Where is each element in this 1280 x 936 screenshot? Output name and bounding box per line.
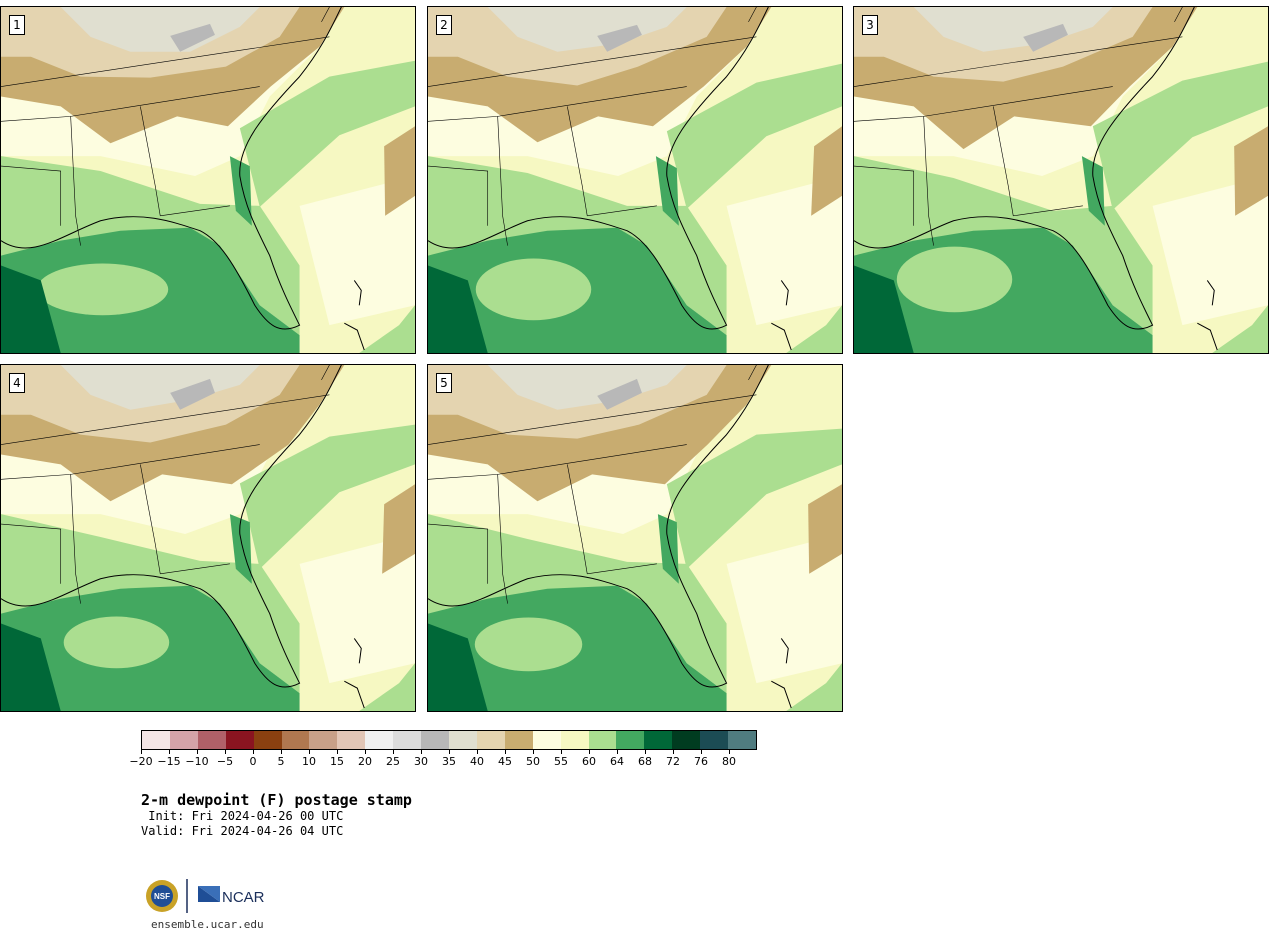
colorbar-tick-label: −15: [157, 755, 181, 768]
colorbar-swatch: [700, 731, 729, 749]
colorbar-tick-label: −20: [129, 755, 153, 768]
colorbar-tick-label: 0: [249, 755, 257, 768]
postage-stamp-panel: 1: [0, 6, 416, 354]
colorbar-tickmark: [673, 750, 674, 754]
colorbar-tick-label: 76: [694, 755, 708, 768]
colorbar-tick-label: 68: [638, 755, 652, 768]
colorbar-tickmark: [729, 750, 730, 754]
colorbar-swatch: [253, 731, 282, 749]
colorbar-swatch: [169, 731, 198, 749]
colorbar-tickmark: [533, 750, 534, 754]
colorbar-tickmark: [645, 750, 646, 754]
colorbar-swatch: [281, 731, 310, 749]
colorbar-tick-label: −10: [185, 755, 209, 768]
dewpoint-map: [428, 7, 842, 353]
member-number-label: 5: [436, 373, 452, 393]
colorbar-tickmark: [589, 750, 590, 754]
plot-title: 2-m dewpoint (F) postage stamp: [141, 791, 412, 809]
colorbar-swatch: [365, 731, 394, 749]
member-number-label: 3: [862, 15, 878, 35]
colorbar-tickmark: [197, 750, 198, 754]
colorbar-swatch: [421, 731, 449, 749]
postage-stamp-panel: 3: [853, 6, 1269, 354]
colorbar-swatch: [560, 731, 589, 749]
site-url: ensemble.ucar.edu: [151, 918, 264, 931]
dewpoint-map: [428, 365, 842, 711]
colorbar-swatch: [672, 731, 701, 749]
colorbar: [141, 730, 757, 750]
colorbar-tickmark: [505, 750, 506, 754]
colorbar-tick-label: 5: [277, 755, 285, 768]
colorbar-tick-label: 45: [498, 755, 512, 768]
colorbar-tick-label: 15: [330, 755, 344, 768]
colorbar-tick-label: 50: [526, 755, 540, 768]
member-number-label: 4: [9, 373, 25, 393]
colorbar-tickmark: [477, 750, 478, 754]
colorbar-swatch: [393, 731, 422, 749]
colorbar-tick-label: 72: [666, 755, 680, 768]
colorbar-swatch: [588, 731, 617, 749]
init-time: Init: Fri 2024-04-26 00 UTC: [141, 809, 344, 823]
colorbar-swatch: [225, 731, 254, 749]
dewpoint-map: [854, 7, 1268, 353]
postage-stamp-panel: 2: [427, 6, 843, 354]
colorbar-tickmark: [561, 750, 562, 754]
colorbar-swatch: [197, 731, 226, 749]
colorbar-tick-label: 40: [470, 755, 484, 768]
svg-text:NCAR: NCAR: [222, 889, 265, 906]
colorbar-tick-label: 25: [386, 755, 400, 768]
valid-time: Valid: Fri 2024-04-26 04 UTC: [141, 824, 344, 838]
colorbar-tickmark: [421, 750, 422, 754]
svg-text:NSF: NSF: [154, 892, 170, 901]
postage-stamp-panel: 4: [0, 364, 416, 712]
colorbar-tickmark: [281, 750, 282, 754]
colorbar-tickmark: [141, 750, 142, 754]
colorbar-swatch: [337, 731, 366, 749]
colorbar-tick-label: 64: [610, 755, 624, 768]
dewpoint-map: [1, 7, 415, 353]
colorbar-tick-label: 10: [302, 755, 316, 768]
colorbar-tickmark: [393, 750, 394, 754]
logos: NSF NCAR: [146, 879, 265, 913]
dewpoint-map: [1, 365, 415, 711]
colorbar-tickmark: [225, 750, 226, 754]
colorbar-tickmark: [169, 750, 170, 754]
colorbar-tickmark: [365, 750, 366, 754]
postage-stamp-panel: 5: [427, 364, 843, 712]
member-number-label: 2: [436, 15, 452, 35]
colorbar-tick-label: −5: [216, 755, 234, 768]
colorbar-tickmark: [449, 750, 450, 754]
colorbar-tickmark: [701, 750, 702, 754]
colorbar-tickmark: [309, 750, 310, 754]
colorbar-swatch: [476, 731, 505, 749]
colorbar-tick-label: 55: [554, 755, 568, 768]
colorbar-tick-label: 80: [722, 755, 736, 768]
colorbar-swatch: [448, 731, 477, 749]
ncar-logo: NCAR: [198, 886, 265, 906]
colorbar-swatch: [728, 731, 756, 749]
nsf-logo: NSF: [146, 880, 178, 912]
member-number-label: 1: [9, 15, 25, 35]
colorbar-tickmark: [337, 750, 338, 754]
colorbar-swatch: [142, 731, 170, 749]
colorbar-tick-label: 20: [358, 755, 372, 768]
colorbar-swatch: [532, 731, 561, 749]
colorbar-swatch: [309, 731, 338, 749]
colorbar-tickmark: [253, 750, 254, 754]
colorbar-swatch: [616, 731, 645, 749]
colorbar-swatch: [504, 731, 533, 749]
colorbar-tick-label: 35: [442, 755, 456, 768]
colorbar-tickmark: [617, 750, 618, 754]
colorbar-swatch: [644, 731, 673, 749]
colorbar-tick-label: 30: [414, 755, 428, 768]
colorbar-tick-label: 60: [582, 755, 596, 768]
